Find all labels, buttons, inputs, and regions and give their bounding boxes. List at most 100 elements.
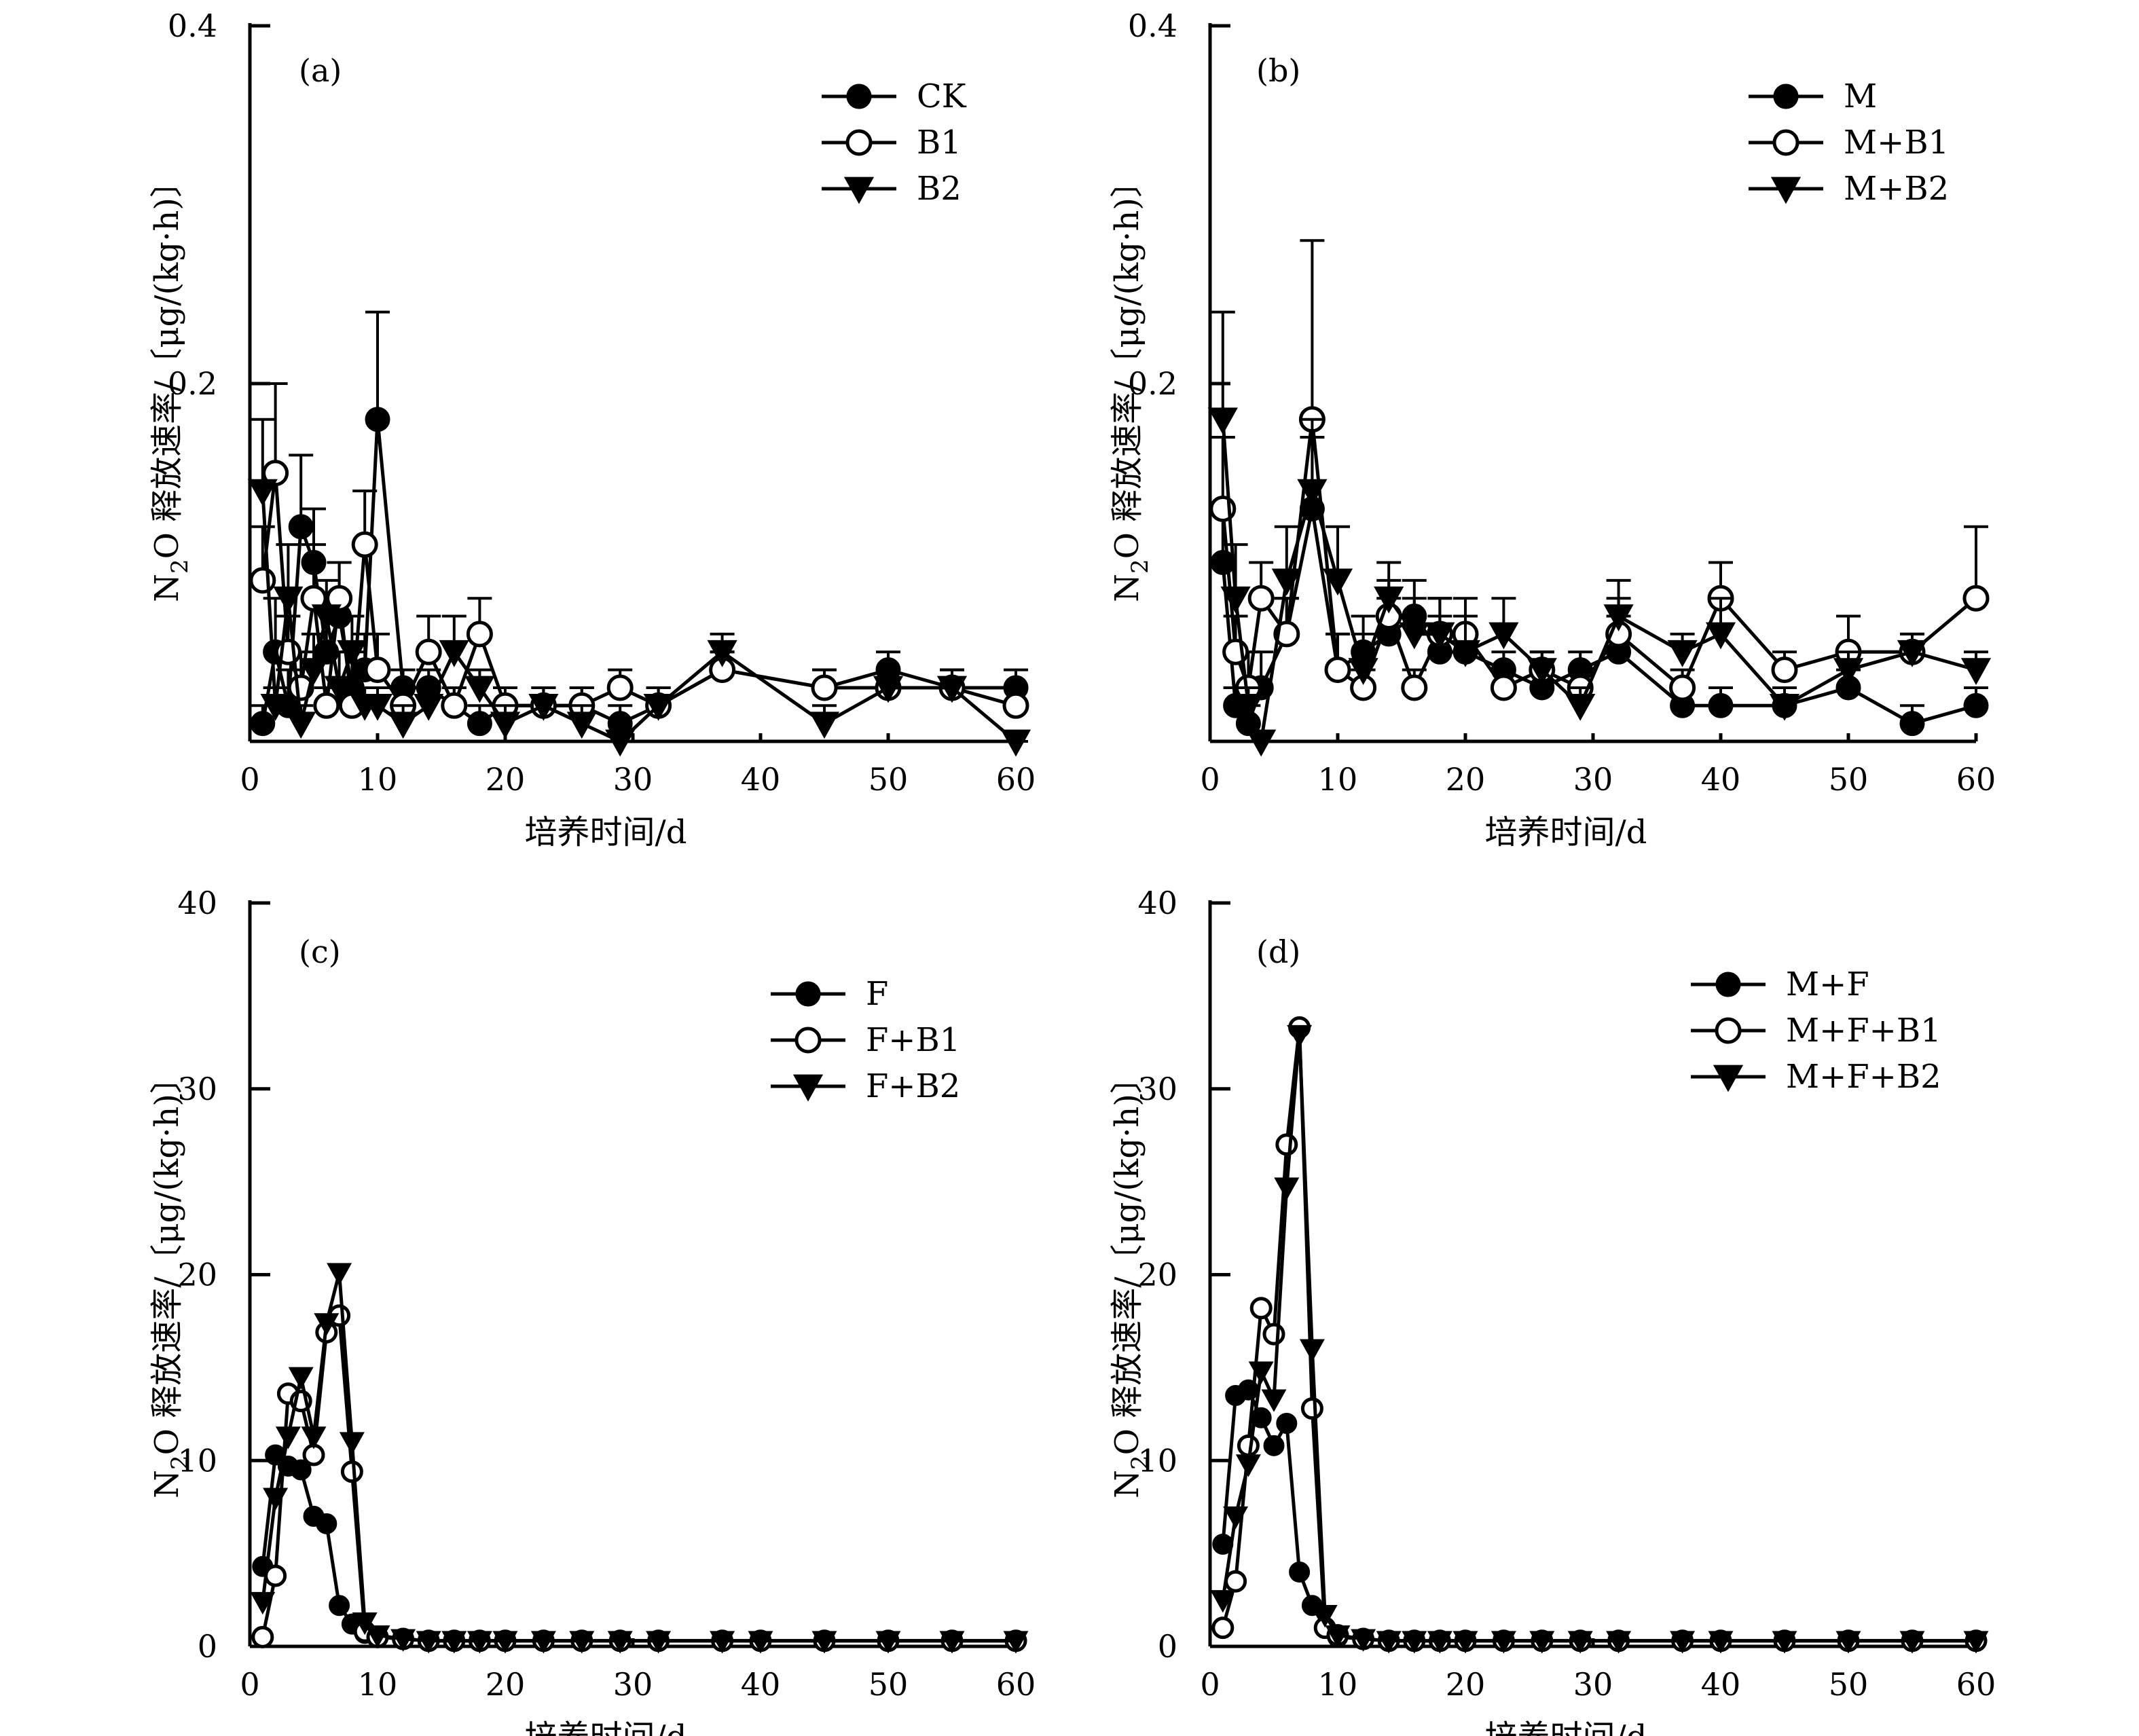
data-point (605, 729, 636, 757)
x-axis-title: 培养时间/d (1485, 1718, 1647, 1736)
data-point (1263, 1435, 1285, 1456)
legend-marker (843, 177, 875, 204)
x-tick-label: 60 (1956, 761, 1996, 798)
legend-marker (846, 84, 872, 109)
series-line (1221, 508, 1977, 727)
data-point (1325, 1625, 1351, 1648)
data-point (1962, 585, 1990, 612)
data-point (811, 1631, 837, 1654)
y-tick-label: 0.2 (168, 365, 217, 402)
data-point (1235, 1454, 1261, 1477)
series-B2 (247, 418, 1031, 757)
data-point (263, 1488, 289, 1511)
data-point (1960, 658, 1992, 686)
data-point (286, 712, 316, 739)
y-axis-title-n: N (1108, 1470, 1146, 1498)
data-point (316, 1513, 337, 1534)
series-M+B1 (1209, 239, 1990, 701)
data-point (1490, 674, 1517, 701)
data-point (1247, 585, 1275, 612)
series-line (1221, 1027, 1976, 1643)
data-point (364, 657, 391, 684)
data-point (260, 693, 291, 721)
data-point (273, 586, 304, 614)
data-point (1374, 586, 1404, 614)
x-tick-label: 0 (1200, 1666, 1220, 1703)
data-point (1312, 1605, 1338, 1628)
data-point (1708, 692, 1734, 718)
data-point (1603, 604, 1634, 632)
x-tick-label: 50 (1829, 1666, 1869, 1703)
data-point (1705, 622, 1736, 650)
data-point (1297, 479, 1328, 506)
x-tick-label: 50 (869, 761, 909, 798)
data-point (566, 712, 597, 739)
data-point (1275, 1133, 1298, 1156)
data-point (414, 693, 444, 721)
x-tick-label: 60 (1956, 1666, 1996, 1703)
data-point (1567, 1631, 1593, 1654)
data-point (352, 1612, 378, 1636)
data-point (1771, 657, 1798, 684)
data-point (365, 1625, 390, 1648)
data-point (1324, 657, 1351, 684)
data-point (250, 711, 276, 737)
y-axis-title-n: N (148, 1470, 186, 1498)
x-axis-title: 培养时间/d (525, 813, 687, 851)
panel-label: (a) (299, 52, 342, 89)
legend-label: CK (917, 77, 967, 115)
x-tick-label: 0 (1200, 761, 1220, 798)
data-point (441, 692, 468, 719)
data-point (250, 1591, 276, 1615)
legend-label: B2 (917, 170, 962, 208)
data-point (1667, 640, 1698, 667)
data-point (467, 1631, 492, 1654)
data-point (313, 692, 340, 719)
data-point (1002, 692, 1029, 719)
data-point (1769, 693, 1800, 721)
data-point (1488, 622, 1519, 650)
x-tick-label: 20 (486, 1666, 526, 1703)
data-point (264, 1564, 287, 1587)
x-tick-label: 30 (1573, 761, 1613, 798)
data-point (1402, 1631, 1427, 1654)
series-line (1221, 419, 1977, 692)
data-point (301, 1426, 327, 1449)
data-point (390, 1629, 416, 1652)
data-point (1351, 1629, 1376, 1652)
y-tick-label: 10 (1137, 1442, 1177, 1479)
legend-marker (845, 129, 873, 156)
data-point (811, 674, 838, 701)
data-point (439, 640, 469, 667)
data-point (1287, 1024, 1313, 1048)
legend-marker (1770, 177, 1802, 204)
data-point (1273, 621, 1300, 648)
legend-label: M+F+B2 (1786, 1058, 1941, 1096)
y-tick-label: 40 (177, 885, 217, 921)
series-line (261, 1272, 1016, 1643)
series-line (1221, 1035, 1976, 1643)
data-point (1003, 1631, 1029, 1654)
data-point (441, 1631, 467, 1654)
series-line (1221, 1387, 1976, 1643)
data-point (1224, 1570, 1247, 1593)
x-tick-label: 40 (1701, 761, 1741, 798)
y-axis-title-rest: O 释放速率/〔μg/(kg·h)〕 (148, 165, 186, 559)
legend-label: M+F+B1 (1786, 1012, 1941, 1050)
x-tick-label: 40 (741, 761, 781, 798)
panel-label: (b) (1256, 52, 1300, 89)
y-tick-label: 30 (177, 1071, 217, 1107)
data-point (288, 1367, 314, 1390)
y-tick-label: 20 (1137, 1257, 1177, 1293)
y-axis-title: N2O 释放速率/〔μg/(kg·h)〕 (1108, 165, 1154, 602)
legend-marker (795, 981, 821, 1007)
legend-marker (794, 1027, 822, 1054)
x-axis-title: 培养时间/d (1485, 813, 1647, 851)
data-point (466, 621, 493, 648)
data-point (530, 1631, 556, 1654)
data-point (607, 1631, 633, 1654)
panel-b: 0 10 20 30 40 50 60 0.2 0.4 培养时间/d N2O 释放速率/〔μg/(k… (1108, 7, 1996, 851)
data-point (1289, 1562, 1311, 1583)
legend-marker (1713, 1065, 1744, 1092)
